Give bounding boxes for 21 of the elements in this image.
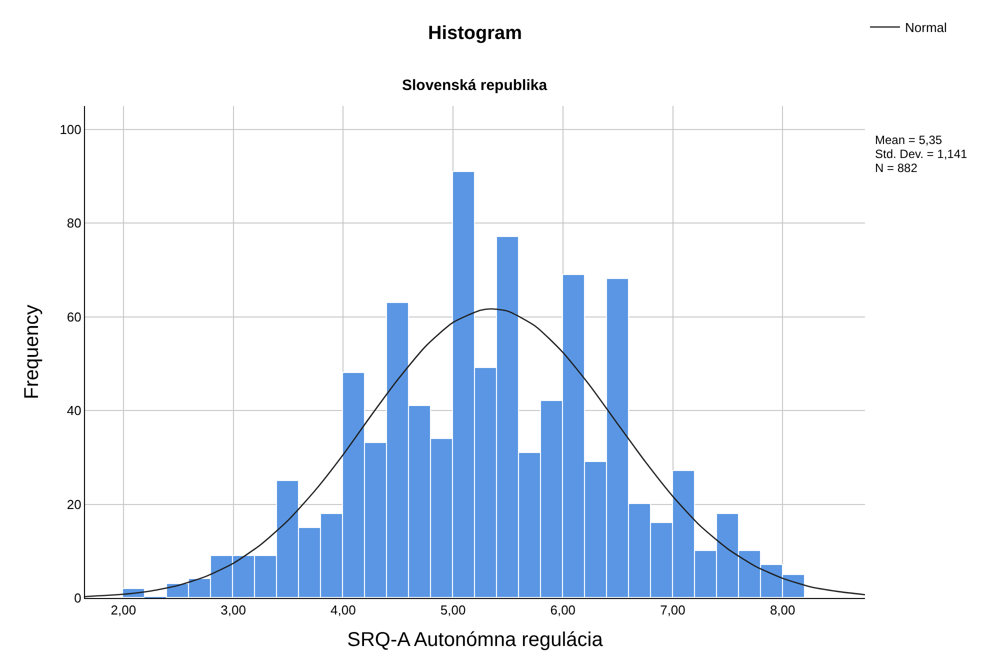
y-axis-title: Frequency: [21, 304, 44, 400]
y-tick-label: 0: [74, 590, 82, 606]
x-tick-label: 6,00: [550, 602, 576, 618]
y-tick-label: 60: [66, 309, 82, 324]
x-tick-label: 2,00: [110, 602, 136, 618]
legend-label: Normal: [905, 20, 948, 36]
text: Mean = 5,35: [875, 133, 942, 147]
y-tick-label: 80: [66, 216, 82, 231]
y-tick-label: 20: [66, 496, 82, 512]
x-tick-label: 3,00: [220, 602, 246, 618]
x-tick-label: 4,00: [330, 602, 356, 618]
text: N = 882: [875, 161, 918, 175]
chart-subtitle: Slovenská republika: [402, 77, 548, 94]
text: Std. Dev. = 1,141: [875, 147, 968, 161]
x-tick-label: 7,00: [660, 602, 686, 618]
y-tick-label: 100: [60, 122, 82, 137]
x-tick-label: 8,00: [770, 602, 796, 618]
x-tick-label: 5,00: [440, 602, 466, 618]
x-axis-title: SRQ-A Autonómna regulácia: [347, 629, 604, 652]
y-tick-label: 40: [66, 403, 82, 418]
chart-title: Histogram: [428, 23, 522, 44]
